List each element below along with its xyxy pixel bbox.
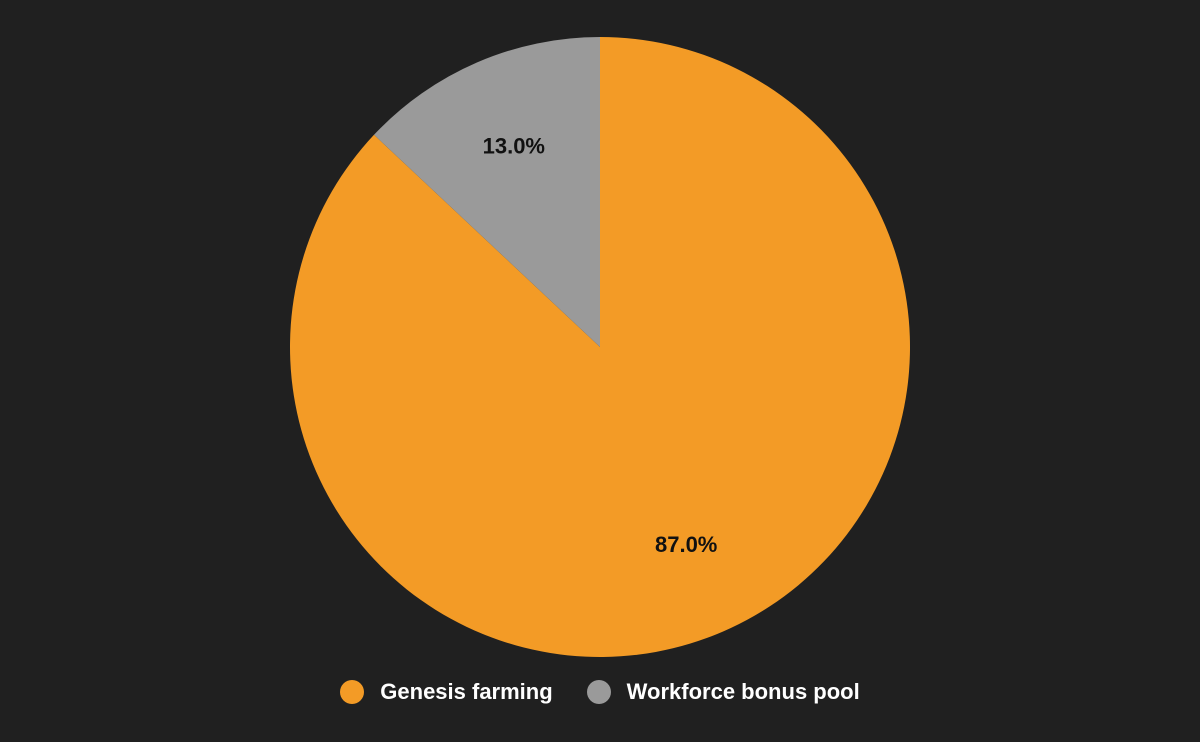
pie-labels: 87.0% 13.0%	[483, 134, 718, 557]
legend-swatch-workforce-bonus-pool	[586, 680, 611, 704]
slice-label-genesis-farming: 87.0%	[655, 532, 717, 557]
legend: Genesis farming Workforce bonus pool	[0, 676, 1200, 708]
pie-slice-workforce-bonus-pool[interactable]	[374, 37, 600, 347]
legend-item-workforce-bonus-pool[interactable]: Workforce bonus pool	[586, 676, 860, 708]
pie-slices	[289, 37, 911, 657]
legend-item-genesis-farming[interactable]: Genesis farming	[340, 676, 553, 708]
legend-swatch-genesis-farming	[340, 680, 365, 704]
legend-label-workforce-bonus-pool: Workforce bonus pool	[626, 679, 860, 704]
legend-label-genesis-farming: Genesis farming	[380, 679, 553, 704]
slice-label-workforce-bonus-pool: 13.0%	[483, 134, 545, 159]
